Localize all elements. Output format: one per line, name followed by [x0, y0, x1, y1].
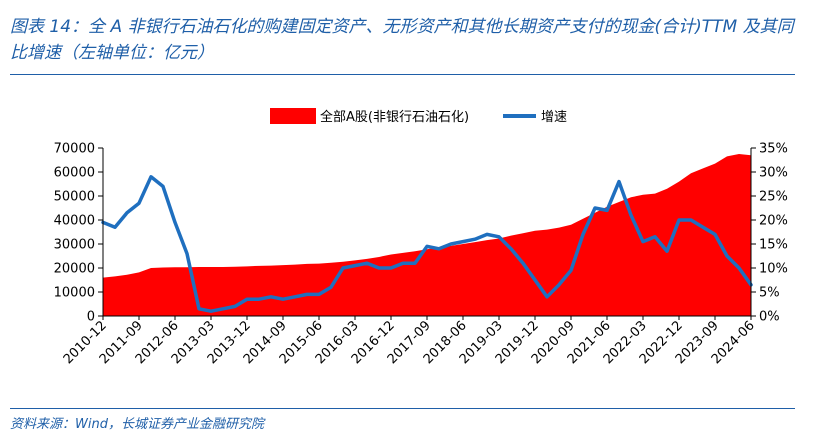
- left-axis-tick-label: 0: [87, 310, 95, 325]
- title-divider: [10, 74, 795, 75]
- left-axis-tick-label: 70000: [54, 142, 95, 157]
- right-axis-tick-label: 30%: [759, 166, 788, 181]
- source-divider: [10, 408, 795, 409]
- right-axis-tick-label: 5%: [759, 286, 780, 301]
- chart-title: 图表 14：全 A 非银行石油石化的购建固定资产、无形资产和其他长期资产支付的现…: [10, 17, 794, 63]
- legend-label-area: 全部A股(非银行石油石化): [320, 109, 469, 125]
- right-axis-tick-label: 20%: [759, 214, 788, 229]
- source-note: 资料来源：Wind，长城证券产业金融研究院: [10, 417, 264, 432]
- legend: 全部A股(非银行石油石化) 增速: [270, 108, 567, 125]
- right-axis-tick-label: 10%: [759, 262, 788, 277]
- right-axis-tick-label: 0%: [759, 310, 780, 325]
- legend-label-line: 增速: [541, 110, 567, 125]
- left-axis-tick-label: 60000: [54, 166, 95, 181]
- line-series-growth: [101, 175, 753, 313]
- left-axis-tick-label: 30000: [54, 238, 95, 253]
- right-axis-tick-label: 35%: [759, 142, 788, 157]
- right-axis-tick-label: 25%: [759, 190, 788, 205]
- right-axis-tick-label: 15%: [759, 238, 788, 253]
- left-axis-tick-label: 40000: [54, 214, 95, 229]
- area-series-total-capex: [103, 154, 751, 316]
- legend-swatch-area: [270, 108, 316, 124]
- left-axis-tick-label: 20000: [54, 262, 95, 277]
- left-axis-tick-label: 50000: [54, 190, 95, 205]
- plot-area: [101, 154, 753, 316]
- left-axis-tick-label: 10000: [54, 286, 95, 301]
